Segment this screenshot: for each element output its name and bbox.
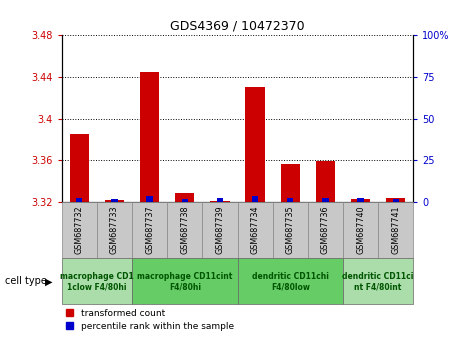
Text: macrophage CD11cint
F4/80hi: macrophage CD11cint F4/80hi <box>137 272 232 291</box>
Title: GDS4369 / 10472370: GDS4369 / 10472370 <box>170 20 305 33</box>
Bar <box>62 258 132 304</box>
Bar <box>281 164 300 202</box>
Bar <box>316 161 335 202</box>
Bar <box>111 199 118 202</box>
Bar <box>351 199 370 202</box>
Bar <box>70 134 89 202</box>
Bar <box>343 202 378 258</box>
Bar <box>308 202 343 258</box>
Bar <box>76 199 83 202</box>
Bar <box>378 202 413 258</box>
Bar <box>238 258 343 304</box>
Text: GSM687732: GSM687732 <box>75 206 84 255</box>
Text: GSM687741: GSM687741 <box>391 206 400 255</box>
Legend: transformed count, percentile rank within the sample: transformed count, percentile rank withi… <box>66 309 234 331</box>
Bar <box>343 258 413 304</box>
Bar <box>322 198 329 202</box>
Text: GSM687736: GSM687736 <box>321 206 330 255</box>
Bar <box>202 202 238 258</box>
Bar <box>210 201 229 202</box>
Bar <box>140 72 159 202</box>
Bar <box>392 199 399 202</box>
Bar <box>386 198 405 202</box>
Bar <box>167 202 202 258</box>
Text: GSM687733: GSM687733 <box>110 206 119 255</box>
Text: ▶: ▶ <box>45 276 53 286</box>
Text: GSM687734: GSM687734 <box>251 206 259 255</box>
Text: macrophage CD1
1clow F4/80hi: macrophage CD1 1clow F4/80hi <box>60 272 134 291</box>
Text: GSM687738: GSM687738 <box>180 206 189 255</box>
Bar <box>287 198 294 202</box>
Bar <box>357 199 364 202</box>
Text: dendritic CD11ci
nt F4/80int: dendritic CD11ci nt F4/80int <box>342 272 414 291</box>
Bar <box>246 87 265 202</box>
Bar <box>132 202 167 258</box>
Bar <box>217 198 223 202</box>
Text: GSM687739: GSM687739 <box>216 206 224 255</box>
Bar <box>252 196 258 202</box>
Bar <box>146 196 153 202</box>
Text: cell type: cell type <box>5 276 47 286</box>
Bar <box>238 202 273 258</box>
Text: GSM687735: GSM687735 <box>286 206 294 255</box>
Bar <box>175 194 194 202</box>
Bar <box>62 202 97 258</box>
Bar <box>105 200 124 202</box>
Text: dendritic CD11chi
F4/80low: dendritic CD11chi F4/80low <box>252 272 329 291</box>
Text: GSM687740: GSM687740 <box>356 206 365 255</box>
Bar <box>181 199 188 202</box>
Text: GSM687737: GSM687737 <box>145 206 154 255</box>
Bar <box>132 258 238 304</box>
Bar <box>97 202 132 258</box>
Bar <box>273 202 308 258</box>
